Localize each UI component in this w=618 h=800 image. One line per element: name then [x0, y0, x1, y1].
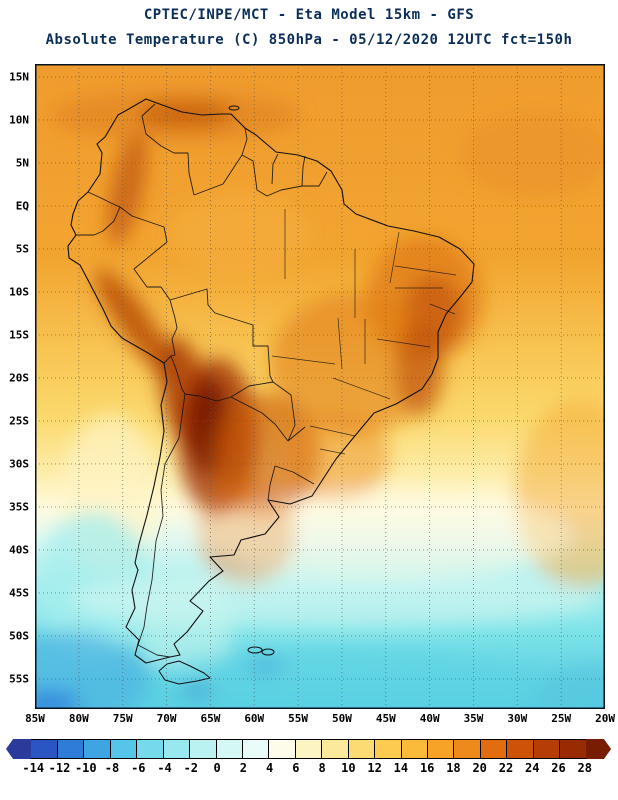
tierra-del-fuego — [158, 660, 211, 685]
colorbar-tick-label: 24 — [524, 761, 540, 775]
colorbar-cell — [559, 739, 587, 759]
colorbar-tick-label: 12 — [367, 761, 382, 775]
title-line-2: Absolute Temperature (C) 850hPa - 05/12/… — [45, 32, 573, 48]
lon-label: 80W — [68, 712, 89, 725]
lat-label: 15S — [9, 328, 29, 342]
colorbar-cell — [189, 739, 217, 759]
colorbar-cell — [400, 739, 428, 759]
south-america-coastline — [67, 98, 475, 664]
figure-titles: CPTEC/INPE/MCT - Eta Model 15km - GFS Ab… — [0, 8, 618, 48]
colorbar-tick-label: 4 — [265, 761, 274, 775]
colorbar-cell — [109, 739, 138, 759]
map-canvas — [34, 64, 606, 709]
trinidad-island — [228, 105, 240, 111]
colorbar-tick-label: 26 — [551, 761, 566, 775]
lat-label: 15N — [9, 70, 29, 84]
colorbar-tick-label: 14 — [393, 761, 409, 775]
colorbar-cell — [241, 739, 270, 759]
colorbar-tick-label: -8 — [104, 761, 120, 775]
colorbar-tick-label: -4 — [157, 761, 172, 775]
colorbar-cell — [136, 739, 164, 759]
colorbar-cell — [30, 739, 58, 759]
colorbar-tick-label: -2 — [183, 761, 199, 775]
colorbar-cell — [374, 739, 402, 759]
lat-label: 5S — [15, 242, 29, 256]
temperature-map-svg — [34, 64, 606, 709]
colorbar-tick-label: 10 — [341, 761, 356, 775]
temperature-field — [35, 64, 605, 709]
colorbar-tick-label: 28 — [577, 761, 592, 775]
lon-label: 60W — [244, 712, 265, 725]
colorbar: -14 -12 -10 -8 -6 -4 -2 0 2 4 6 8 10 12 14 16 18 20 22 24 26… — [6, 739, 612, 777]
lon-label: 65W — [200, 712, 221, 725]
country-borders — [76, 103, 328, 658]
lat-label: 20S — [9, 371, 29, 385]
colorbar-tick-label: -14 — [22, 761, 45, 775]
colorbar-cell — [162, 739, 191, 759]
lon-axis: 85W 80W 75W 70W 65W 60W 55W 50W 45W 40W 35W 30W 25W 2… — [25, 709, 615, 727]
lat-label: 5N — [15, 156, 29, 170]
colorbar-cell — [453, 739, 481, 759]
lon-label: 20W — [595, 712, 615, 725]
colorbar-tick-label: 0 — [213, 761, 221, 775]
weather-map-figure: CPTEC/INPE/MCT - Eta Model 15km - GFS Ab… — [0, 8, 618, 777]
lon-label: 85W — [25, 712, 45, 725]
gridlines — [34, 64, 606, 709]
falkland-islands — [247, 646, 275, 656]
lat-axis: 15N 10N 5N EQ 5S 10S 15S 20S 25S 30S 35S 40S 45S 50S 5… — [0, 64, 32, 709]
lon-label: 25W — [551, 712, 572, 725]
lon-label: 70W — [156, 712, 177, 725]
lon-label: 35W — [463, 712, 484, 725]
lat-label: 40S — [9, 543, 29, 557]
lat-label: 55S — [9, 672, 29, 686]
colorbar-cell — [268, 739, 296, 759]
lon-label: 40W — [419, 712, 440, 725]
title-line-1: CPTEC/INPE/MCT - Eta Model 15km - GFS — [143, 7, 475, 23]
colorbar-tick-label: 2 — [239, 761, 247, 775]
lon-label: 45W — [375, 712, 396, 725]
colorbar-cells — [6, 739, 612, 759]
colorbar-cell — [506, 739, 534, 759]
colorbar-tick-label: 20 — [472, 761, 487, 775]
colorbar-tick-label: 22 — [498, 761, 514, 775]
map-frame — [35, 64, 605, 709]
colorbar-labels: -14 -12 -10 -8 -6 -4 -2 0 2 4 6 8 10 12 14 16 18 20 22 24 26… — [7, 761, 611, 777]
colorbar-tick-label: 18 — [446, 761, 461, 775]
lat-label: 45S — [9, 586, 29, 600]
lat-label: 30S — [9, 457, 29, 471]
lat-label: 25S — [9, 414, 29, 428]
colorbar-tick-label: -12 — [48, 761, 71, 775]
lat-label: 35S — [9, 500, 29, 514]
lat-label: 50S — [9, 629, 29, 643]
colorbar-cell — [479, 739, 508, 759]
colorbar-cell — [215, 739, 243, 759]
lon-label: 75W — [112, 712, 133, 725]
lon-label: 50W — [332, 712, 352, 725]
state-borders — [271, 209, 457, 455]
colorbar-cell — [427, 739, 455, 759]
map-area: 15N 10N 5N EQ 5S 10S 15S 20S 25S 30S 35S 40S 45S 50S 5… — [9, 64, 615, 725]
colorbar-tick-label: 6 — [292, 761, 300, 775]
colorbar-cell — [83, 739, 111, 759]
colorbar-cell — [294, 739, 323, 759]
colorbar-tick-label: -6 — [131, 761, 146, 775]
colorbar-cell — [56, 739, 85, 759]
lat-label: 10N — [9, 113, 29, 127]
lat-label: 10S — [9, 285, 29, 299]
colorbar-cell — [532, 739, 561, 759]
lon-label: 30W — [507, 712, 528, 725]
colorbar-tick-label: 8 — [318, 761, 326, 775]
colorbar-tick-label: 16 — [419, 761, 435, 775]
colorbar-cell — [585, 739, 612, 759]
lon-label: 55W — [288, 712, 309, 725]
colorbar-cell — [6, 739, 32, 759]
colorbar-tick-label: -10 — [74, 761, 97, 775]
lat-label: EQ — [15, 199, 29, 213]
colorbar-cell — [347, 739, 376, 759]
colorbar-cell — [321, 739, 349, 759]
